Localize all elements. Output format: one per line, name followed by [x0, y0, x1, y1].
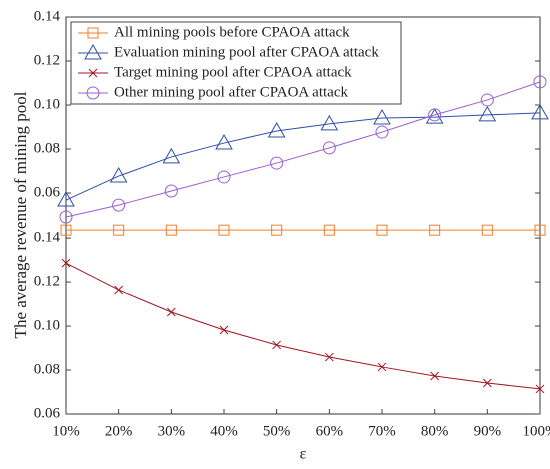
series-line: [65, 112, 541, 201]
y-tick-label: 0.12: [34, 274, 60, 290]
y-tick-label: 0.06: [34, 184, 61, 200]
y-tick-label: 0.10: [34, 317, 60, 333]
marker: [267, 121, 286, 138]
marker: [533, 75, 547, 89]
y-tick-label: 0.14: [34, 8, 61, 24]
y-tick-label: 0.08: [34, 140, 60, 156]
marker: [166, 307, 176, 317]
marker: [217, 170, 231, 184]
marker: [61, 258, 71, 268]
x-tick-label: 70%: [368, 423, 396, 439]
legend-label: All mining pools before CPAOA attack: [114, 24, 350, 40]
marker: [534, 224, 546, 236]
marker: [531, 103, 549, 120]
marker: [215, 134, 233, 150]
legend-marker: [86, 86, 100, 100]
series-line: [65, 81, 541, 218]
marker: [114, 285, 124, 295]
marker: [322, 141, 336, 155]
legend-label: Target mining pool after CPAOA attack: [114, 64, 352, 80]
marker: [376, 224, 388, 236]
x-tick-label: 80%: [421, 423, 449, 439]
marker: [218, 224, 230, 236]
x-axis-label: ε: [300, 446, 307, 463]
marker: [478, 105, 497, 122]
marker: [60, 224, 72, 236]
legend-box: [70, 21, 402, 105]
marker: [164, 184, 178, 198]
marker: [271, 224, 283, 236]
marker: [162, 147, 181, 164]
x-tick-label: 10%: [52, 423, 80, 439]
marker: [373, 108, 391, 125]
marker: [59, 210, 73, 224]
x-tick-label: 90%: [474, 423, 502, 439]
marker: [320, 114, 339, 131]
legend-marker: [88, 68, 98, 78]
legend-label: Evaluation mining pool after CPAOA attac…: [114, 44, 379, 60]
plot-frame: [65, 16, 541, 415]
marker: [323, 224, 335, 236]
marker: [113, 224, 125, 236]
marker: [270, 156, 284, 170]
marker: [430, 371, 440, 381]
marker: [377, 362, 387, 372]
y-tick-label: 0.10: [34, 96, 60, 112]
marker: [272, 340, 282, 350]
x-tick-label: 20%: [105, 423, 133, 439]
marker: [57, 191, 75, 207]
y-tick-label: 0.06: [34, 405, 61, 421]
marker: [324, 352, 334, 362]
x-tick-label: 40%: [210, 423, 238, 439]
legend-label: Other mining pool after CPAOA attack: [114, 84, 348, 100]
x-tick-label: 100%: [523, 423, 550, 439]
x-tick-label: 30%: [158, 423, 186, 439]
marker: [429, 224, 441, 236]
y-tick-label: 0.08: [34, 361, 60, 377]
marker: [165, 224, 177, 236]
marker: [480, 93, 494, 107]
marker: [482, 378, 492, 388]
y-axis-label: The average revenue of mining pool: [11, 91, 30, 338]
marker: [535, 384, 545, 394]
x-tick-label: 50%: [263, 423, 291, 439]
marker: [481, 224, 493, 236]
marker: [109, 167, 128, 183]
legend-marker: [87, 27, 99, 39]
x-tick-label: 60%: [316, 423, 344, 439]
marker: [375, 125, 389, 139]
y-tick-label: 0.14: [34, 230, 61, 246]
marker: [428, 108, 442, 122]
marker: [112, 198, 126, 212]
legend-marker: [84, 43, 102, 60]
y-tick-label: 0.12: [34, 52, 60, 68]
marker: [219, 325, 229, 335]
series-line: [65, 262, 541, 390]
